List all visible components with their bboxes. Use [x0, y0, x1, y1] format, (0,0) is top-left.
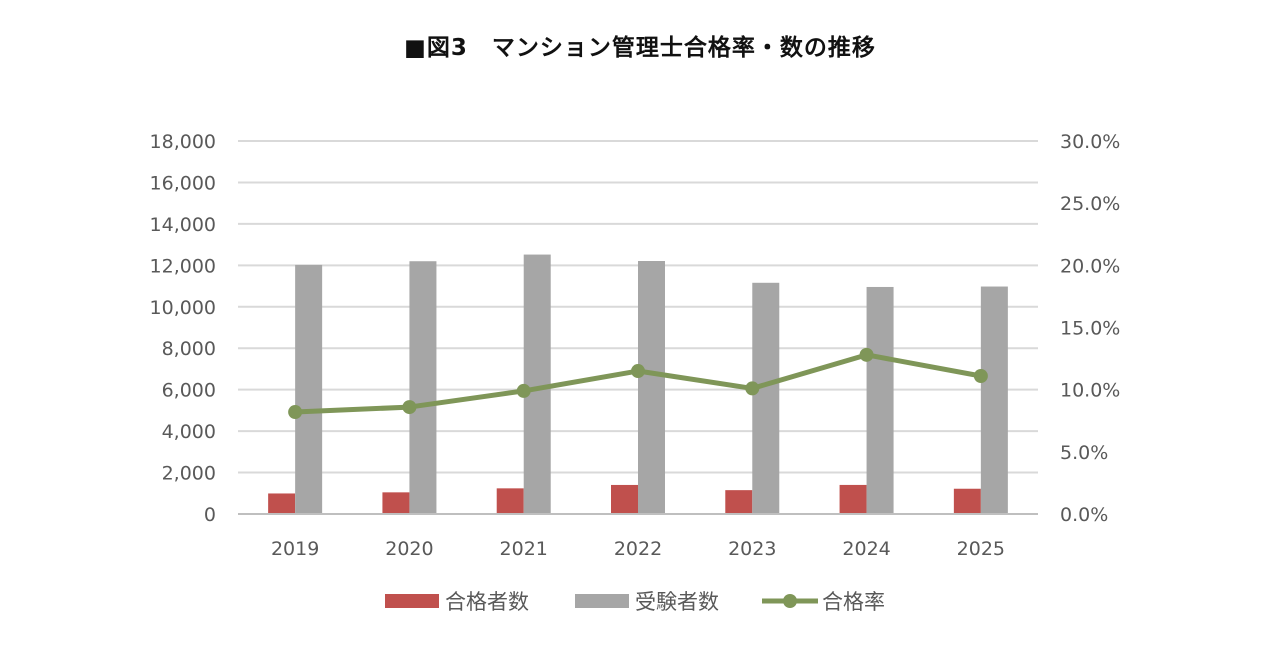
y-left-tick-label: 18,000 — [150, 131, 216, 153]
page-title: ■図3 マンション管理士合格率・数の推移 — [404, 35, 876, 61]
x-tick-label: 2020 — [385, 538, 433, 560]
passers-bar-2023 — [725, 490, 753, 514]
y-right-tick-label: 25.0% — [1060, 193, 1120, 215]
legend-swatch-examinees — [575, 594, 629, 608]
passers-bar-2020 — [382, 492, 410, 514]
pass-rate-point-2021 — [516, 383, 531, 398]
pass-rate-point-2024 — [859, 347, 874, 362]
examinees-bar-2022 — [638, 261, 665, 514]
axes: 0 2,000 4,000 6,000 8,000 10,000 12,000 14,000 1… — [150, 131, 1121, 560]
bars — [268, 254, 1008, 514]
y-right-tick-label: 10.0% — [1060, 380, 1120, 402]
x-tick-label: 2024 — [842, 538, 890, 560]
passers-bar-2022 — [611, 484, 638, 514]
examinees-bar-2020 — [409, 261, 437, 514]
passers-bar-2019 — [268, 493, 296, 514]
x-tick-label: 2023 — [728, 538, 776, 560]
pass-rate-point-2019 — [288, 405, 303, 420]
y-left-tick-label: 10,000 — [150, 297, 216, 319]
passers-bar-2024 — [839, 484, 867, 514]
y-right-tick-label: 5.0% — [1060, 442, 1108, 464]
y-right-tick-label: 30.0% — [1060, 131, 1120, 153]
y-right-tick-label: 20.0% — [1060, 255, 1120, 277]
legend-swatch-passers — [385, 594, 439, 608]
examinees-bar-2023 — [752, 282, 780, 514]
examinees-bar-2024 — [866, 286, 894, 514]
passers-bar-2025 — [953, 488, 981, 514]
passers-bar-2021 — [496, 488, 524, 514]
y-left-tick-label: 0 — [204, 504, 216, 526]
legend-label-passers: 合格者数 — [445, 590, 529, 614]
pass-rate-line — [288, 347, 988, 420]
y-right-tick-label: 15.0% — [1060, 318, 1120, 340]
legend: 合格者数 受験者数 合格率 — [385, 590, 885, 614]
x-tick-label: 2025 — [957, 538, 1005, 560]
pass-rate-point-2025 — [973, 368, 988, 383]
pass-rate-point-2022 — [631, 364, 645, 379]
y-left-tick-label: 8,000 — [162, 338, 216, 360]
x-tick-label: 2019 — [271, 538, 319, 560]
examinees-bar-2019 — [295, 264, 323, 514]
legend-label-pass-rate: 合格率 — [822, 590, 885, 614]
legend-label-examinees: 受験者数 — [635, 590, 719, 614]
pass-rate-point-2020 — [402, 400, 417, 415]
y-left-tick-label: 4,000 — [162, 421, 216, 443]
x-tick-label: 2022 — [614, 538, 662, 560]
y-left-tick-label: 12,000 — [150, 255, 216, 277]
y-left-tick-label: 16,000 — [150, 172, 216, 194]
examinees-bar-2021 — [523, 254, 551, 514]
legend-swatch-pass-rate-marker — [783, 594, 797, 608]
pass-rate-point-2023 — [745, 381, 760, 396]
examinees-bar-2025 — [980, 286, 1008, 514]
y-left-tick-label: 6,000 — [162, 380, 216, 402]
y-left-tick-label: 2,000 — [162, 463, 216, 485]
x-tick-label: 2021 — [500, 538, 548, 560]
y-right-tick-label: 0.0% — [1060, 504, 1108, 526]
y-left-tick-label: 14,000 — [150, 214, 216, 236]
